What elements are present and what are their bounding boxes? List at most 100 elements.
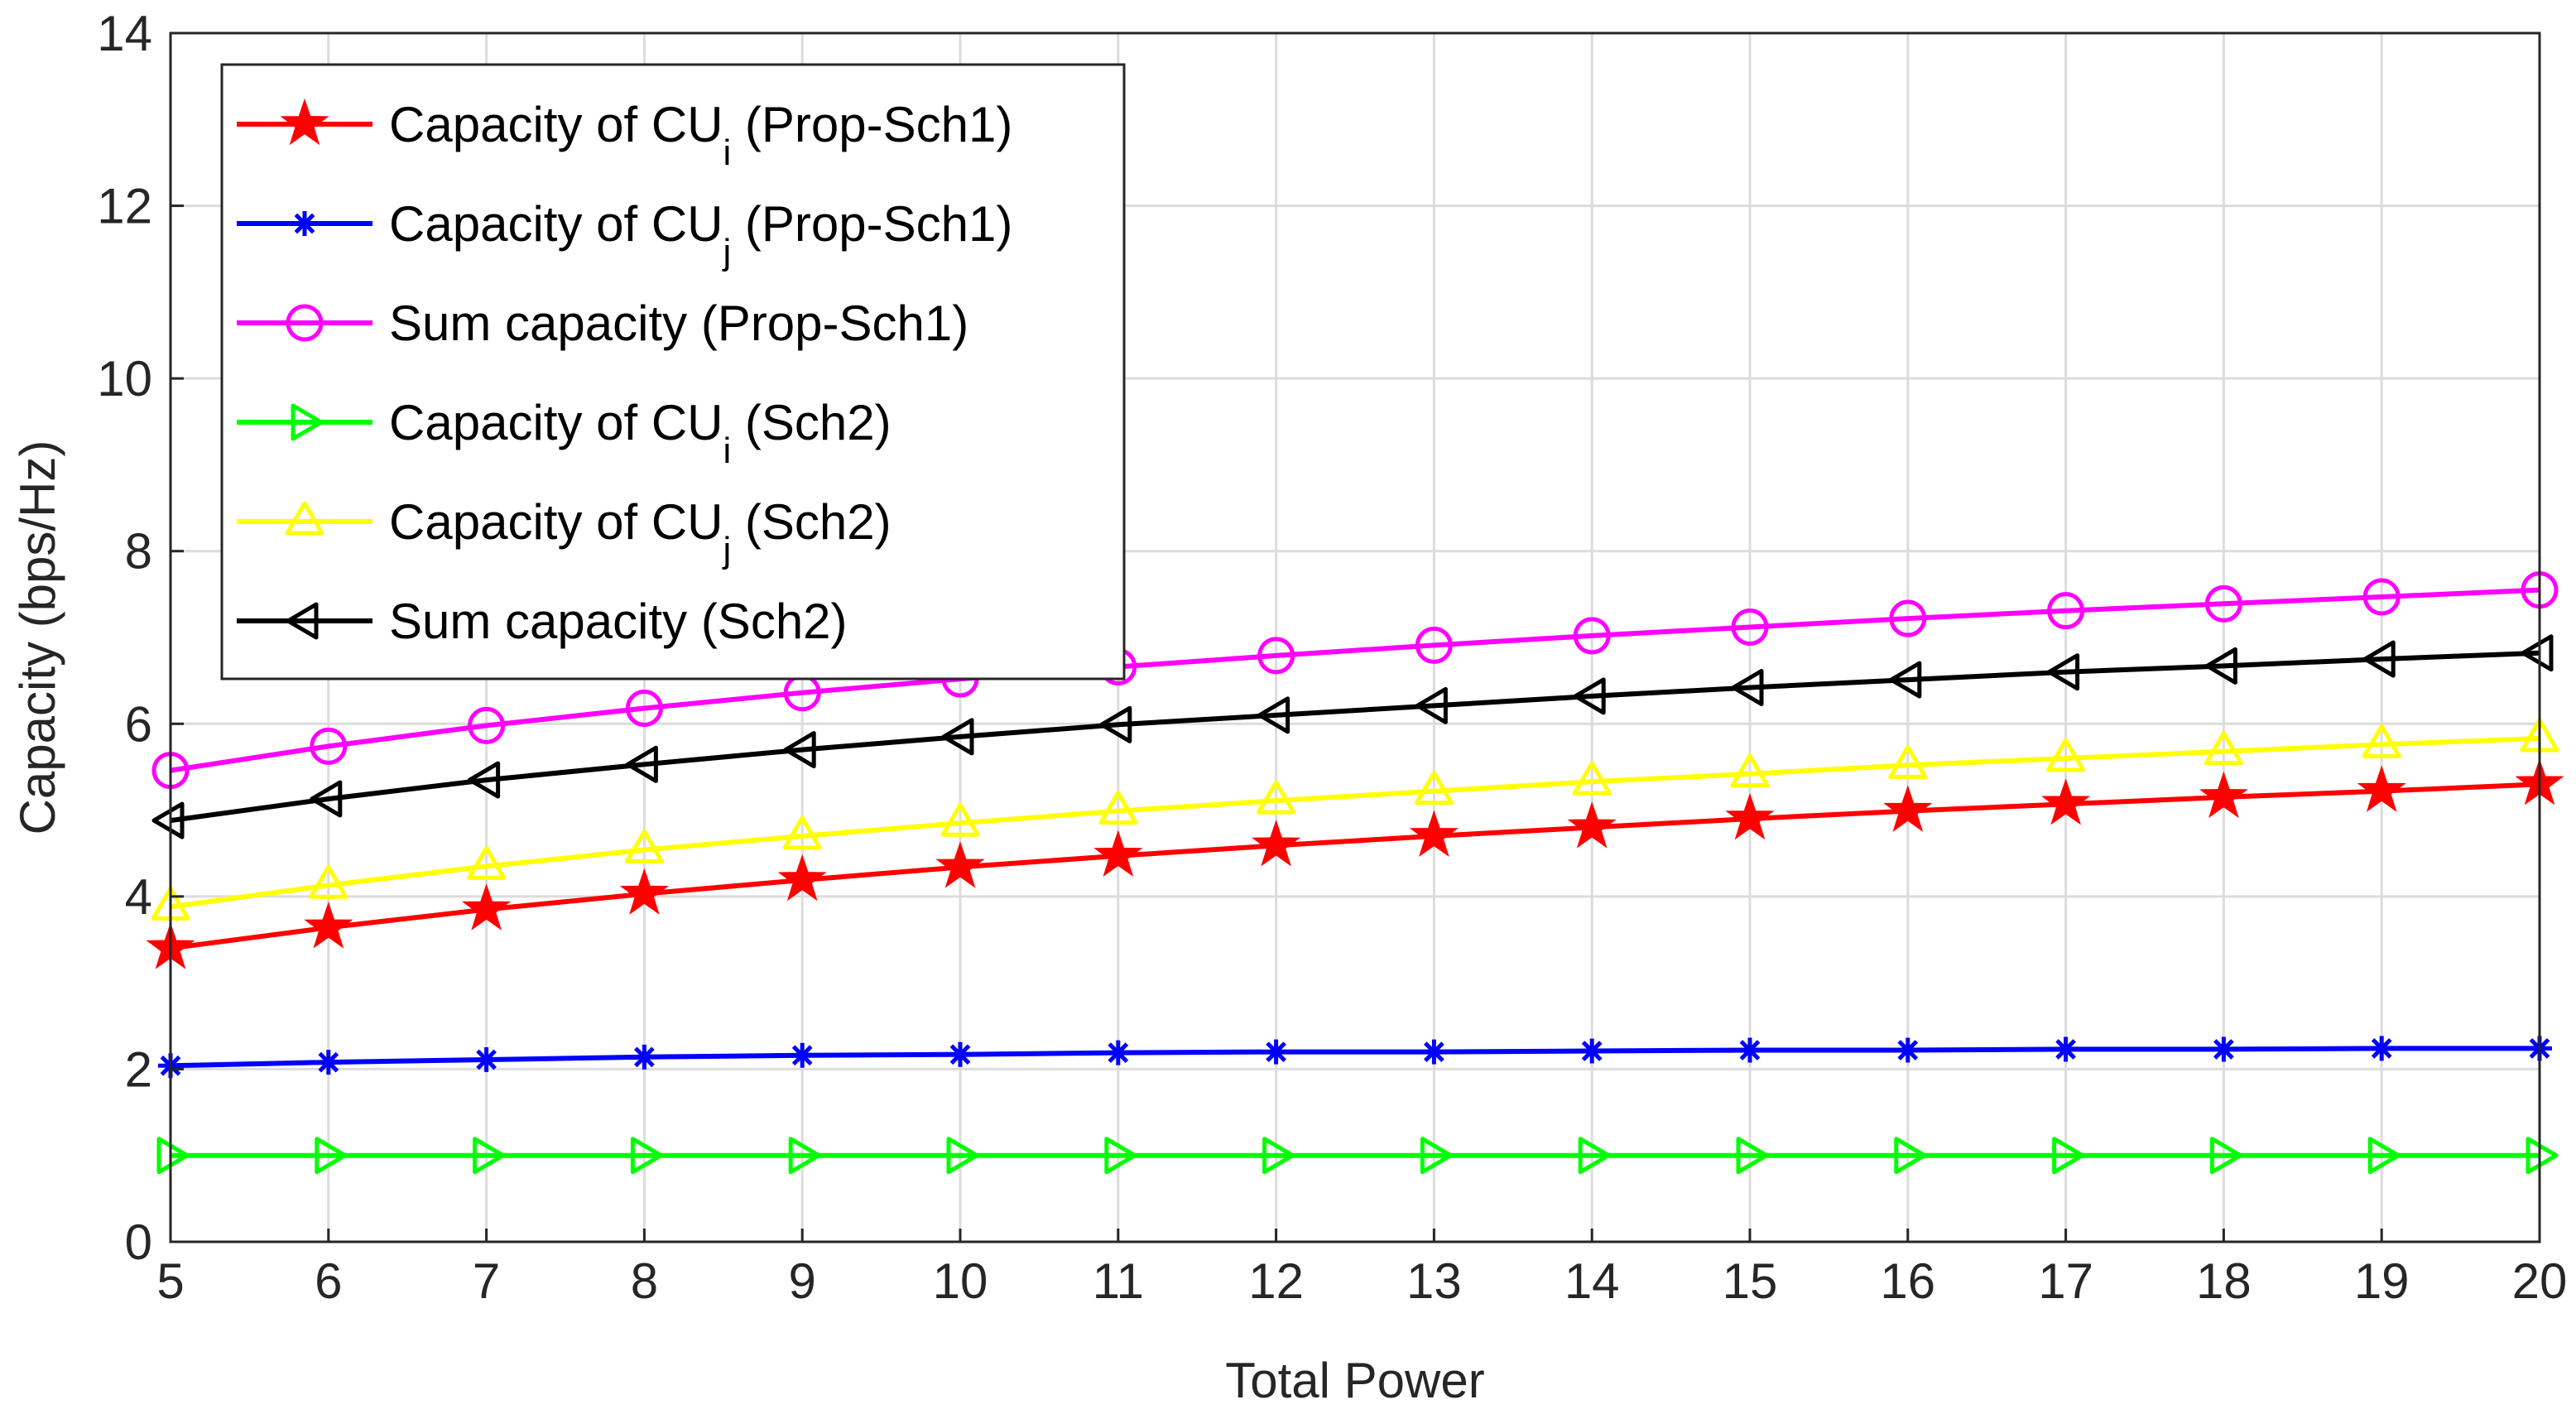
y-tick-label: 8: [125, 524, 152, 580]
data-point-marker: [291, 403, 324, 441]
asterisk-stroke: [1739, 1040, 1761, 1060]
data-point-marker: [467, 845, 507, 880]
data-point-marker: [1895, 1037, 1920, 1063]
data-point-marker: [462, 883, 512, 931]
data-point-marker: [1420, 1137, 1453, 1175]
series-line: [170, 1046, 2540, 1069]
data-point-marker: [2362, 724, 2401, 758]
data-point-marker: [2209, 1137, 2242, 1175]
data-point-marker: [1414, 771, 1454, 806]
data-point-marker: [2053, 1036, 2079, 1062]
data-point-marker: [2052, 1137, 2085, 1175]
legend-label-subscript: j: [721, 232, 731, 272]
data-point-marker: [1104, 1137, 1137, 1175]
data-point-marker: [1889, 599, 1927, 637]
data-point-marker: [630, 1137, 663, 1175]
data-point-marker: [1262, 1137, 1295, 1175]
data-point-marker: [1257, 780, 1296, 815]
x-tick-label: 7: [473, 1253, 500, 1309]
data-point-marker: [632, 1044, 657, 1070]
x-tick-label: 10: [933, 1253, 988, 1309]
data-point-marker: [1579, 1038, 1605, 1064]
data-point-marker: [1883, 785, 1933, 832]
legend-label: Sum capacity (Prop-Sch1): [389, 296, 968, 351]
x-tick-labels: 5 6 7 8 9 10 11 12 13 14 15 16 17 18 19 20: [156, 1229, 2567, 1309]
data-point-marker: [1573, 617, 1611, 655]
data-point-marker: [1567, 801, 1617, 849]
legend: Capacity of CUi (Prop-Sch1)Capacity of C…: [220, 63, 1126, 681]
y-axis-label: Capacity (bps/Hz): [10, 440, 65, 835]
axes: [169, 31, 2541, 1243]
x-tick-label: 8: [631, 1253, 658, 1309]
data-point-marker: [2041, 778, 2091, 825]
data-point-marker: [1415, 626, 1453, 664]
data-point-marker: [2204, 584, 2242, 623]
legend-label-tail: (Prop-Sch1): [731, 97, 1012, 152]
data-point-marker: [2199, 771, 2248, 819]
legend-label: Sum capacity (Sch2): [389, 594, 848, 649]
data-point-marker: [1099, 705, 1132, 743]
data-point-marker: [292, 211, 317, 236]
data-point-marker: [1731, 668, 1764, 706]
asterisk-stroke: [294, 213, 315, 234]
x-tick-label: 17: [2038, 1253, 2093, 1309]
data-point-marker: [2362, 640, 2396, 678]
x-tick-label: 6: [315, 1253, 342, 1309]
data-point-marker: [948, 1041, 973, 1067]
data-point-marker: [156, 1137, 190, 1175]
y-tick-label: 14: [97, 6, 152, 61]
x-tick-label: 20: [2512, 1253, 2568, 1309]
data-point-marker: [2211, 1036, 2237, 1062]
data-point-marker: [468, 761, 501, 799]
data-point-marker: [310, 780, 343, 818]
legend-label-subscript: i: [723, 132, 731, 173]
data-point-marker: [783, 731, 816, 769]
legend-label: Capacity of CUi (Sch2): [389, 395, 892, 471]
series-6: [151, 634, 2554, 839]
data-point-marker: [2357, 765, 2406, 812]
data-point-marker: [310, 727, 348, 765]
data-point-marker: [2369, 1036, 2395, 1061]
x-tick-label: 5: [156, 1253, 184, 1309]
legend-entry: Capacity of CUi (Prop-Sch1): [237, 97, 1012, 173]
data-point-marker: [941, 718, 974, 756]
y-tick-label: 6: [125, 696, 152, 752]
x-axis-label: Total Power: [1225, 1353, 1484, 1408]
legend-entry: Sum capacity (Prop-Sch1): [237, 296, 968, 351]
x-tick-label: 14: [1564, 1253, 1620, 1309]
data-point-marker: [940, 802, 980, 837]
y-tick-label: 10: [97, 351, 152, 406]
series-2: [158, 1036, 2552, 1079]
data-point-marker: [315, 1050, 341, 1075]
legend-label: Capacity of CUj (Prop-Sch1): [389, 196, 1012, 272]
data-point-marker: [1578, 1137, 1611, 1175]
data-point-marker: [946, 1137, 979, 1175]
data-point-marker: [625, 690, 663, 728]
x-tick-label: 12: [1248, 1253, 1304, 1309]
data-point-marker: [1093, 830, 1143, 878]
data-point-marker: [1737, 1037, 1762, 1063]
x-tick-label: 13: [1406, 1253, 1462, 1309]
asterisk-stroke: [949, 1044, 971, 1065]
asterisk-stroke: [1897, 1040, 1919, 1060]
legend-entry: Capacity of CUj (Prop-Sch1): [237, 196, 1012, 272]
data-point-marker: [473, 1046, 499, 1072]
data-point-marker: [1889, 661, 1922, 699]
data-point-marker: [286, 304, 324, 342]
legend-label-main: Capacity of CU: [389, 395, 723, 450]
asterisk-stroke: [634, 1046, 655, 1068]
data-point-marker: [304, 902, 353, 949]
legend-box: [220, 63, 1126, 681]
y-tick-labels: 0 2 4 6 8 10 12 14: [97, 6, 184, 1270]
data-point-marker: [2047, 653, 2080, 691]
data-point-marker: [315, 1137, 348, 1175]
asterisk-stroke: [791, 1045, 813, 1066]
asterisk-stroke: [2213, 1039, 2234, 1060]
data-point-marker: [1415, 686, 1448, 724]
data-point-marker: [1263, 1039, 1289, 1065]
data-point-marker: [1252, 820, 1301, 867]
x-tick-label: 19: [2354, 1253, 2410, 1309]
legend-label-main: Sum capacity (Prop-Sch1): [389, 296, 968, 351]
asterisk-stroke: [2371, 1038, 2392, 1059]
data-point-marker: [2521, 634, 2554, 672]
